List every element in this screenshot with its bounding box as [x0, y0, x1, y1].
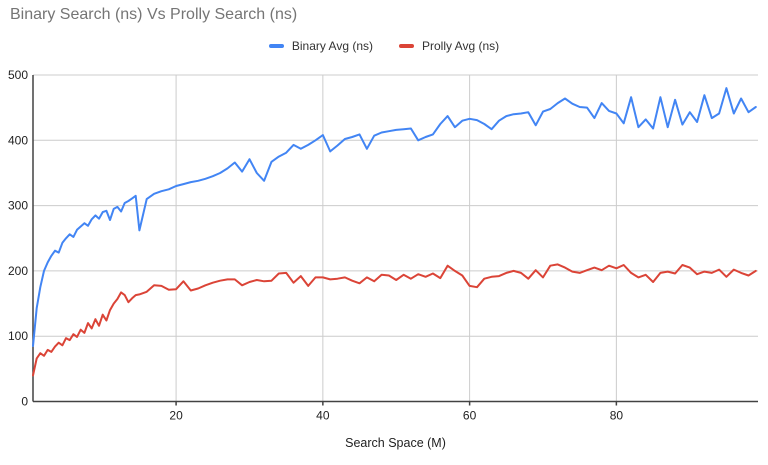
y-tick-label: 500: [8, 68, 28, 82]
prolly-series-swatch-icon: [399, 44, 414, 48]
legend: Binary Avg (ns) Prolly Avg (ns): [0, 38, 768, 54]
y-tick-label: 400: [8, 133, 28, 147]
series-line-prolly[interactable]: [32, 263, 757, 377]
legend-item-binary: Binary Avg (ns): [268, 39, 373, 53]
legend-label-prolly: Prolly Avg (ns): [422, 39, 500, 53]
series-line-binary[interactable]: [32, 87, 757, 347]
legend-label-binary: Binary Avg (ns): [291, 39, 373, 53]
y-tick-label: 0: [21, 395, 28, 409]
x-axis-title: Search Space (M): [345, 436, 446, 450]
x-tick-label: 60: [463, 409, 477, 423]
legend-item-prolly: Prolly Avg (ns): [399, 39, 499, 53]
y-tick-label: 100: [8, 329, 28, 343]
y-tick-label: 300: [8, 199, 28, 213]
x-tick-label: 20: [169, 409, 183, 423]
binary-series-swatch-icon: [268, 44, 284, 48]
x-tick-label: 80: [610, 409, 624, 423]
y-tick-label: 200: [8, 264, 28, 278]
x-tick-label: 40: [316, 409, 330, 423]
chart-title: Binary Search (ns) Vs Prolly Search (ns): [10, 6, 298, 23]
